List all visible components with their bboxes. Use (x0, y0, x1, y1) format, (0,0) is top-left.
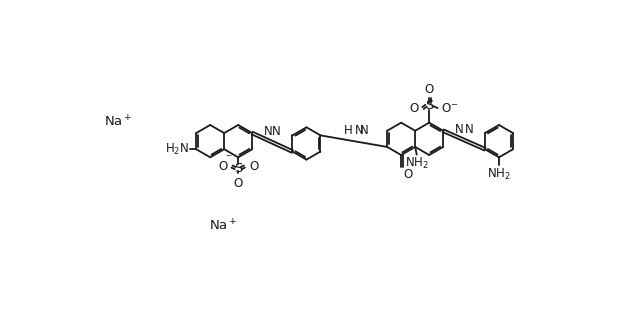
Text: N: N (465, 123, 473, 136)
Text: $\mathregular{NH_2}$: $\mathregular{NH_2}$ (405, 156, 429, 171)
Text: S: S (425, 99, 434, 112)
Text: $^{-}$: $^{-}$ (225, 153, 233, 163)
Text: Na$^+$: Na$^+$ (208, 218, 238, 233)
Text: N: N (272, 126, 281, 139)
Text: $\mathregular{H_2N}$: $\mathregular{H_2N}$ (165, 142, 189, 157)
Text: H: H (343, 123, 352, 136)
Text: $\mathregular{NH_2}$: $\mathregular{NH_2}$ (487, 166, 511, 182)
Text: O: O (234, 177, 243, 190)
Text: $\mathregular{O^{-}}$: $\mathregular{O^{-}}$ (441, 102, 458, 114)
Text: N: N (355, 123, 364, 136)
Text: O: O (404, 168, 413, 181)
Text: O: O (409, 102, 419, 114)
Text: N: N (360, 123, 369, 136)
Text: O: O (249, 160, 258, 173)
Text: N: N (455, 123, 463, 136)
Text: O: O (218, 160, 228, 173)
Text: Na$^+$: Na$^+$ (104, 114, 132, 130)
Text: S: S (234, 162, 243, 175)
Text: N: N (264, 126, 272, 139)
Text: O: O (425, 83, 434, 96)
